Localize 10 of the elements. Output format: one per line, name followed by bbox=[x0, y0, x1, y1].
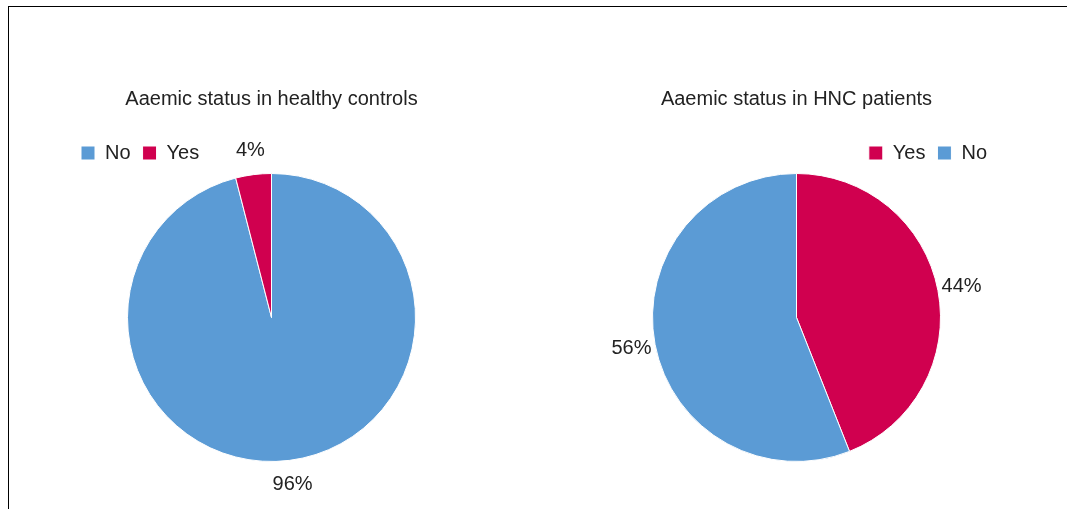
data-label: 44% bbox=[941, 273, 982, 296]
data-label: 56% bbox=[611, 336, 652, 359]
legend-label: No bbox=[961, 140, 988, 163]
chart-title: Aaemic status in healthy controls bbox=[125, 86, 418, 109]
chart-title: Aaemic status in HNC patients bbox=[660, 86, 933, 109]
data-label: 96% bbox=[272, 471, 313, 494]
legend-label: Yes bbox=[892, 140, 926, 163]
data-label: 4% bbox=[235, 138, 266, 161]
legend-label: Yes bbox=[166, 140, 200, 163]
legend-label: No bbox=[105, 140, 131, 163]
